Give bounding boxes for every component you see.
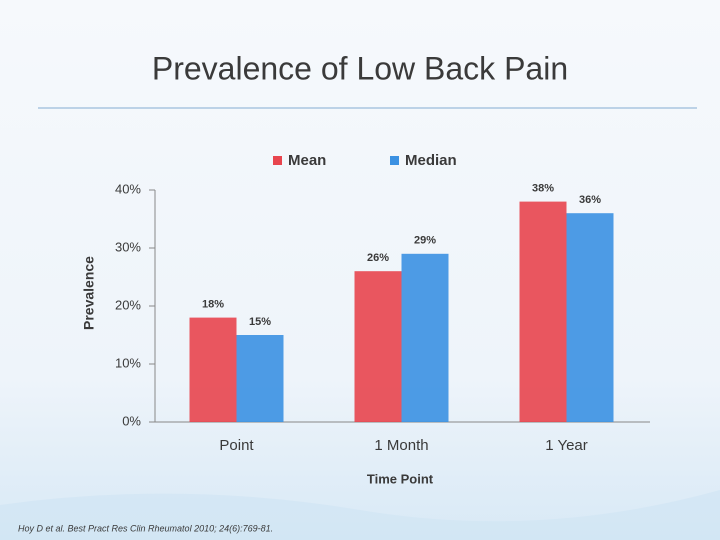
watercolor-wash <box>0 490 720 540</box>
value-label: 18% <box>202 299 224 311</box>
y-tick-label: 40% <box>115 181 141 196</box>
bar <box>236 335 284 422</box>
legend-label: Mean <box>288 152 326 169</box>
x-tick-label: 1 Month <box>374 437 428 454</box>
legend-swatch <box>273 156 282 165</box>
value-label: 29% <box>414 235 436 247</box>
x-axis-label: Time Point <box>367 471 434 486</box>
y-tick-label: 30% <box>115 239 141 254</box>
value-label: 15% <box>249 316 271 328</box>
bar <box>354 271 402 422</box>
y-tick-label: 10% <box>115 355 141 370</box>
x-tick-label: Point <box>219 437 254 454</box>
value-label: 36% <box>579 194 601 206</box>
y-tick-label: 0% <box>122 413 141 428</box>
bar <box>401 253 449 422</box>
bar <box>519 201 567 422</box>
legend-label: Median <box>405 152 457 169</box>
y-tick-label: 20% <box>115 297 141 312</box>
bar <box>566 213 614 422</box>
x-tick-label: 1 Year <box>545 437 588 454</box>
legend-swatch <box>390 156 399 165</box>
bar <box>189 317 237 422</box>
citation: Hoy D et al. Best Pract Res Clin Rheumat… <box>18 523 273 533</box>
slide-title: Prevalence of Low Back Pain <box>152 50 568 86</box>
value-label: 26% <box>367 252 389 264</box>
value-label: 38% <box>532 183 554 195</box>
y-axis-label: Prevalence <box>81 256 97 330</box>
